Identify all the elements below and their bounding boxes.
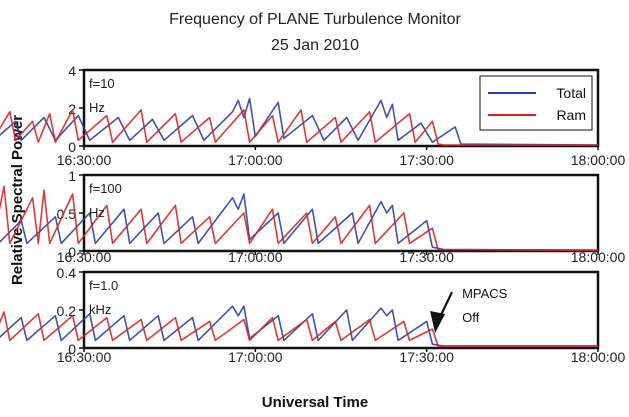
panel-label: f=1.0 xyxy=(89,278,118,293)
panel-label: Hz xyxy=(89,205,105,220)
series-line-ram xyxy=(0,109,598,146)
x-tick-label: 18:00:00 xyxy=(571,249,626,265)
legend-entry: Ram xyxy=(556,107,586,123)
x-tick-label: 17:30:00 xyxy=(399,152,454,168)
annotation-text: Off xyxy=(462,310,479,325)
annotation-arrow-head xyxy=(430,311,446,333)
panel-label: Hz xyxy=(89,100,105,115)
y-tick-label: 1 xyxy=(68,168,76,184)
x-tick-label: 16:30:00 xyxy=(57,152,112,168)
panel-label: kHz xyxy=(89,302,111,317)
y-tick-label: 0 xyxy=(68,139,76,155)
y-tick-label: 0.2 xyxy=(57,303,77,319)
series-line-total xyxy=(0,97,599,146)
y-tick-label: 0 xyxy=(68,244,76,260)
legend-entry: Total xyxy=(556,85,586,101)
series-line-ram xyxy=(0,311,598,347)
annotation-text: MPACS xyxy=(462,286,508,301)
x-tick-label: 18:00:00 xyxy=(571,349,626,365)
chart-subtitle: 25 Jan 2010 xyxy=(271,37,359,54)
series-line-total xyxy=(0,305,598,347)
x-tick-label: 17:30:00 xyxy=(399,249,454,265)
y-tick-label: 4 xyxy=(68,63,76,79)
series-line-ram xyxy=(0,185,599,251)
x-tick-label: 17:00:00 xyxy=(228,249,283,265)
x-tick-label: 17:30:00 xyxy=(399,349,454,365)
panel-frame xyxy=(82,270,600,350)
legend-box xyxy=(479,75,593,131)
panel-label: f=100 xyxy=(89,181,122,196)
x-axis-label: Universal Time xyxy=(262,394,368,411)
y-tick-label: 2 xyxy=(68,101,76,117)
y-tick-label: 0 xyxy=(68,341,76,357)
panel-label: f=10 xyxy=(89,76,115,91)
y-axis-label: Relative Spectral Power xyxy=(9,115,26,285)
x-tick-label: 16:30:00 xyxy=(57,349,112,365)
x-tick-label: 18:00:00 xyxy=(571,152,626,168)
x-tick-label: 17:00:00 xyxy=(228,152,283,168)
panel-1: 4 2 016:30:00 17:00:00 17:30:00 18:00:00 f=10 H… xyxy=(0,63,625,168)
chart-title: Frequency of PLANE Turbulence Monitor xyxy=(169,11,461,28)
x-tick-label: 17:00:00 xyxy=(228,349,283,365)
panel-3: 0.4 0.2 016:30:00 17:00:00 17:30:00 18:00:00 f… xyxy=(0,265,625,365)
y-tick-label: 0.4 xyxy=(57,265,77,281)
x-tick-label: 16:30:00 xyxy=(57,249,112,265)
